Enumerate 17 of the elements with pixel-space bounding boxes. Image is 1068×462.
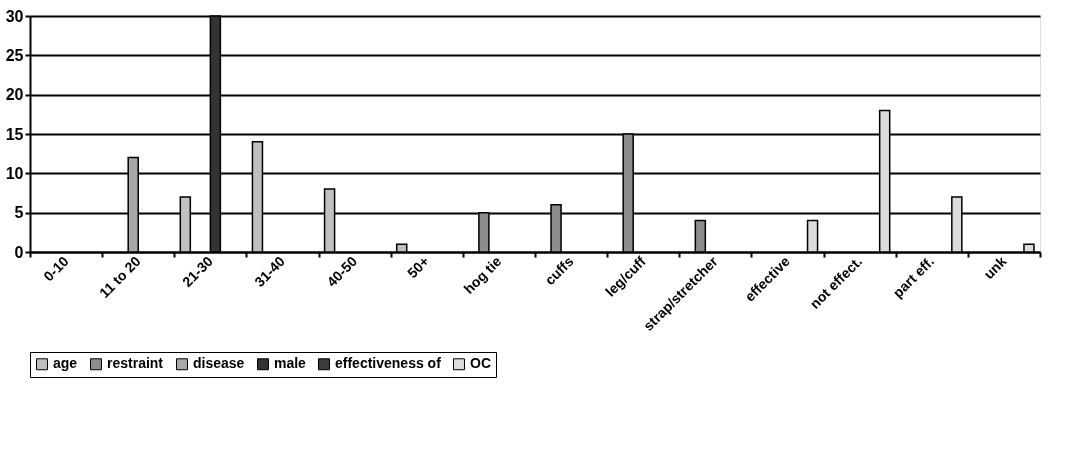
legend-label: restraint	[107, 355, 164, 372]
x-tick-label: unk	[980, 252, 1010, 283]
legend-label: male	[274, 355, 307, 372]
legend-label: effectiveness of	[335, 355, 442, 372]
y-tick-label: 10	[5, 164, 24, 182]
y-tick-label: 25	[5, 46, 24, 64]
y-tick-label: 5	[14, 204, 24, 222]
y-tick-label: 0	[14, 243, 24, 261]
y-tick-label: 30	[5, 7, 24, 25]
x-tick-label: 11 to 20	[96, 252, 144, 301]
x-tick-label: 50+	[404, 253, 433, 282]
legend-label: disease	[193, 355, 245, 372]
legend-label: age	[53, 355, 78, 372]
x-tick-label: hog tie	[460, 252, 505, 297]
y-tick-label: 15	[5, 125, 24, 143]
y-tick-label: 20	[5, 86, 24, 104]
legend-label: OC	[470, 355, 491, 372]
